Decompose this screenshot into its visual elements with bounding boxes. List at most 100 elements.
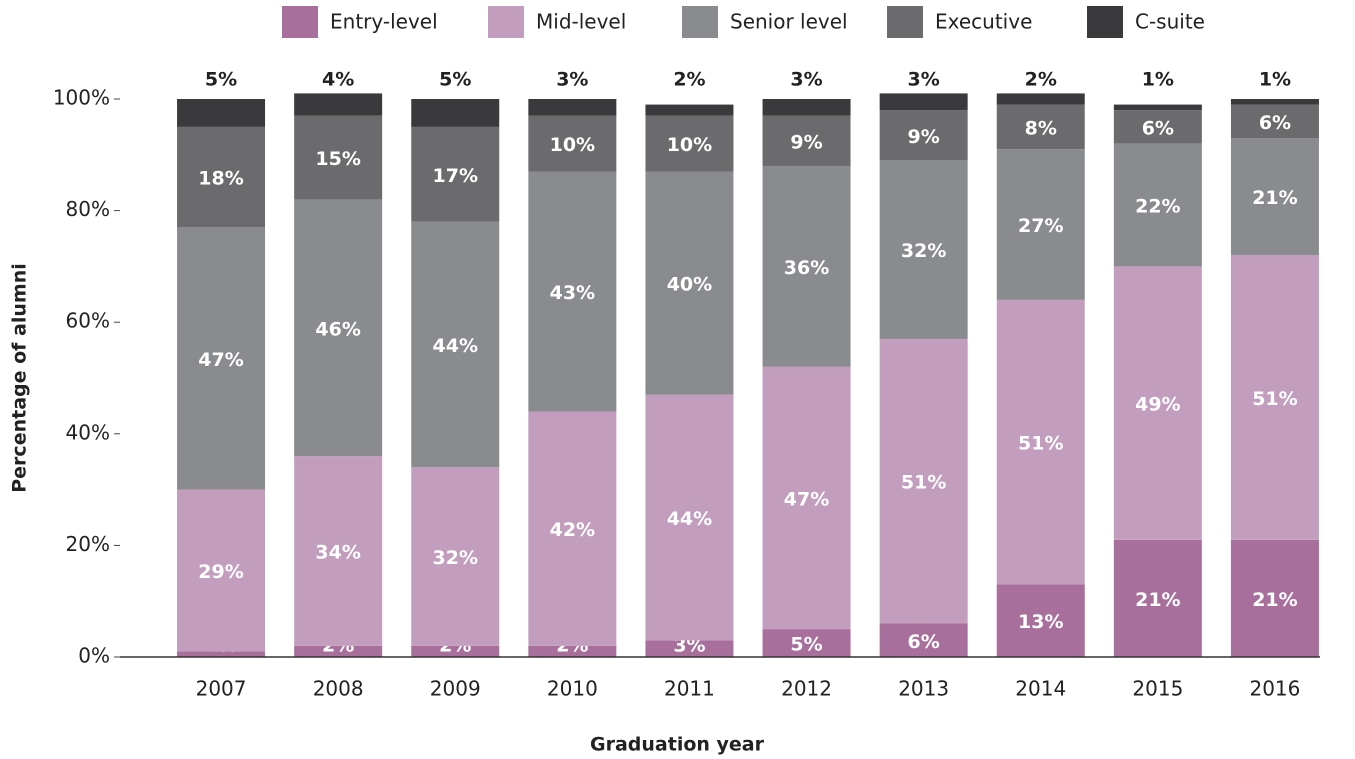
bar-segment xyxy=(411,99,500,127)
y-tick-label: 0% xyxy=(78,644,110,668)
bar-segment xyxy=(879,160,968,339)
x-tick-label: 2008 xyxy=(313,677,364,701)
data-label: 10% xyxy=(550,134,595,156)
bar-segment xyxy=(411,221,500,468)
bar-segment xyxy=(294,645,383,657)
x-tick-label: 2012 xyxy=(781,677,832,701)
bar-segment xyxy=(177,651,266,657)
data-label: 49% xyxy=(1135,394,1180,416)
legend-swatch xyxy=(488,6,524,38)
data-label: 27% xyxy=(1018,215,1063,237)
bar-segment xyxy=(645,394,734,641)
data-label: 5% xyxy=(205,69,237,91)
bar-segment xyxy=(1230,99,1319,105)
legend-label: Executive xyxy=(935,10,1032,34)
bar-segment xyxy=(879,93,968,111)
data-label: 42% xyxy=(550,519,595,541)
bar-segment xyxy=(762,165,851,367)
data-label: 46% xyxy=(315,318,360,340)
bar-segment xyxy=(645,640,734,657)
y-tick-label: 20% xyxy=(66,532,110,556)
data-label: 21% xyxy=(1135,589,1180,611)
data-label: 6% xyxy=(908,631,940,653)
data-label: 13% xyxy=(1018,611,1063,633)
legend-label: Mid-level xyxy=(536,10,626,34)
data-label: 51% xyxy=(1018,433,1063,455)
bar-segment xyxy=(879,338,968,624)
bar-segment xyxy=(177,227,266,490)
bar-segment xyxy=(1230,138,1319,256)
bar-segment xyxy=(762,366,851,630)
x-tick-label: 2016 xyxy=(1249,677,1300,701)
bar-segment xyxy=(645,115,734,172)
legend-label: Entry-level xyxy=(330,10,438,34)
bar-segment xyxy=(1113,266,1202,540)
data-label: 3% xyxy=(908,69,940,91)
bar-segment xyxy=(528,171,617,412)
bar-segment xyxy=(996,149,1085,300)
data-label: 51% xyxy=(1252,388,1297,410)
bar-segment xyxy=(177,489,266,652)
data-label: 40% xyxy=(667,274,712,296)
bar-segment xyxy=(411,645,500,657)
bar-segment xyxy=(294,115,383,200)
data-label: 32% xyxy=(901,240,946,262)
bar-segment xyxy=(177,99,266,127)
legend-swatch xyxy=(682,6,718,38)
y-axis-label: Percentage of alumni xyxy=(9,263,31,493)
bar-segment xyxy=(528,411,617,646)
bar-segment xyxy=(294,456,383,646)
y-tick-label: 60% xyxy=(66,309,110,333)
legend-label: C-suite xyxy=(1135,10,1205,34)
legend-swatch xyxy=(887,6,923,38)
legend-swatch xyxy=(282,6,318,38)
bar-segment xyxy=(996,584,1085,657)
x-tick-label: 2007 xyxy=(196,677,247,701)
legend-label: Senior level xyxy=(730,10,848,34)
data-label: 18% xyxy=(198,168,243,190)
data-label: 44% xyxy=(433,335,478,357)
data-label: 6% xyxy=(1259,112,1291,134)
data-label: 51% xyxy=(901,472,946,494)
bar-segment xyxy=(528,99,617,116)
data-label: 3% xyxy=(556,69,588,91)
x-tick-label: 2015 xyxy=(1132,677,1183,701)
data-label: 1% xyxy=(1142,69,1174,91)
bar-segment xyxy=(528,115,617,172)
bar-segment xyxy=(411,126,500,222)
data-label: 4% xyxy=(322,69,354,91)
data-label: 9% xyxy=(790,131,822,153)
bar-segment xyxy=(411,467,500,646)
bar-segment xyxy=(762,99,851,116)
y-tick-label: 80% xyxy=(66,197,110,221)
data-label: 21% xyxy=(1252,589,1297,611)
data-label: 21% xyxy=(1252,187,1297,209)
y-tick-label: 40% xyxy=(66,420,110,444)
bar-segment xyxy=(645,171,734,395)
bar-segment xyxy=(996,93,1085,105)
data-label: 34% xyxy=(315,541,360,563)
data-label: 47% xyxy=(784,488,829,510)
bar-segment xyxy=(996,104,1085,150)
bar-segment xyxy=(294,199,383,457)
data-label: 22% xyxy=(1135,196,1180,218)
bar-segment xyxy=(762,115,851,166)
data-label: 3% xyxy=(790,69,822,91)
bar-segment xyxy=(1113,539,1202,657)
bar-segment xyxy=(294,93,383,116)
data-label: 2% xyxy=(673,69,705,91)
bar-segment xyxy=(1230,255,1319,540)
bar-segment xyxy=(879,110,968,161)
bar-segment xyxy=(1113,104,1202,111)
bar-segment xyxy=(996,299,1085,585)
bar-segment xyxy=(645,104,734,116)
data-label: 47% xyxy=(198,349,243,371)
data-label: 1% xyxy=(1259,69,1291,91)
data-label: 10% xyxy=(667,134,712,156)
bar-segment xyxy=(177,126,266,228)
x-tick-label: 2009 xyxy=(430,677,481,701)
data-label: 8% xyxy=(1025,117,1057,139)
data-label: 2% xyxy=(1025,69,1057,91)
data-label: 9% xyxy=(908,126,940,148)
